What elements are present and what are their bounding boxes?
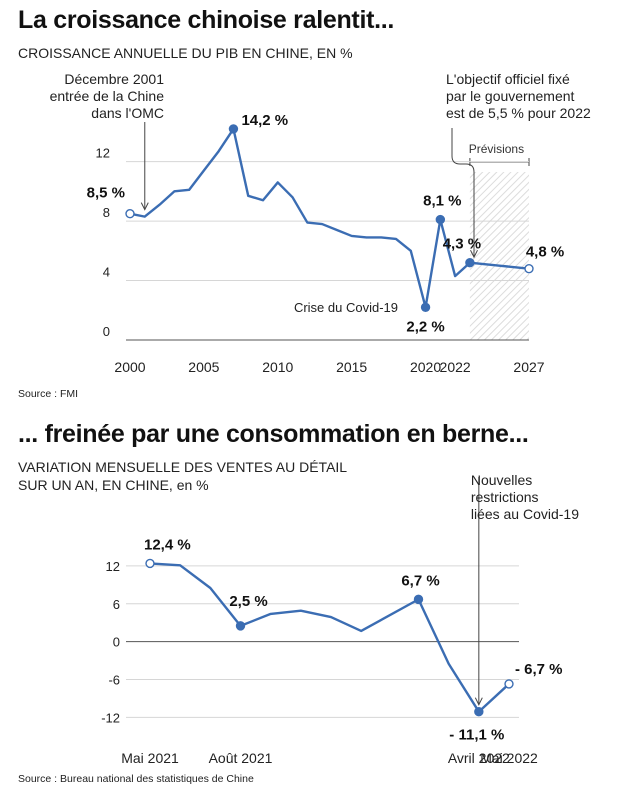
x-tick-label: Août 2021	[209, 750, 273, 766]
data-label: 14,2 %	[241, 112, 288, 129]
annotation-covid-text: restrictions	[471, 489, 539, 505]
y-tick-label: 12	[96, 146, 110, 161]
annotation-covid-text: liées au Covid-19	[471, 506, 579, 522]
annotation-target-leader	[451, 128, 475, 257]
retail-series-line	[149, 562, 510, 713]
chart2-subtitle-line1: VARIATION MENSUELLE DES VENTES AU DÉTAIL	[18, 459, 348, 475]
annotation-target-text: L'objectif officiel fixé	[446, 71, 570, 87]
data-label: - 11,1 %	[449, 727, 504, 744]
y-tick-label: 6	[113, 597, 120, 612]
chart2-subtitle-line2: SUR UN AN, EN CHINE, en %	[18, 477, 209, 493]
x-tick-label: 2005	[188, 359, 219, 375]
y-tick-label: 8	[103, 205, 110, 220]
chart2-title: ... freinée par une consommation en bern…	[18, 420, 529, 448]
chart2-source: Source : Bureau national des statistique…	[18, 773, 254, 785]
annotation-covid-text: Nouvelles	[471, 472, 532, 488]
annotation-covid-text: Crise du Covid-19	[294, 300, 398, 315]
y-tick-label: 0	[103, 324, 110, 339]
y-tick-label: -6	[108, 673, 120, 688]
data-point	[420, 302, 431, 312]
annotation-wto-text: dans l'OMC	[91, 105, 164, 121]
x-tick-label: Avril 2022	[448, 750, 510, 766]
data-point	[465, 258, 475, 268]
y-tick-label: -12	[101, 710, 120, 725]
data-point	[235, 621, 246, 631]
data-point	[145, 558, 155, 569]
chart1-title: La croissance chinoise ralentit...	[18, 6, 395, 34]
x-tick-label: 2015	[336, 359, 367, 375]
data-point	[474, 706, 484, 717]
data-label: 12,4 %	[144, 536, 191, 553]
chart1-subtitle: CROISSANCE ANNUELLE DU PIB EN CHINE, EN …	[18, 45, 353, 61]
x-tick-label: Mai 2021	[121, 750, 179, 766]
data-label: - 6,7 %	[515, 661, 563, 678]
x-tick-label: 2022	[440, 359, 471, 375]
forecast-label: Prévisions	[469, 142, 524, 156]
x-tick-label: 2020	[410, 359, 441, 375]
y-tick-label: 12	[106, 559, 120, 574]
data-point	[125, 208, 135, 219]
data-label: 6,7 %	[401, 572, 439, 589]
x-tick-label: 2000	[114, 359, 145, 375]
data-point	[228, 124, 239, 134]
y-tick-label: 0	[113, 635, 120, 650]
annotation-target-text: par le gouvernement	[446, 88, 575, 104]
data-point	[504, 679, 514, 689]
data-label: 8,5 %	[87, 185, 125, 202]
x-tick-label: 2010	[262, 359, 293, 375]
retail-sales-chart: -12 -6 0 6 12 Mai 2021 Août 2021 Avril 2022Mai …	[101, 472, 579, 766]
data-label: 8,1 %	[423, 193, 461, 210]
annotation-wto-arrowhead	[140, 202, 149, 211]
data-point	[413, 594, 424, 605]
data-label: 4,3 %	[443, 236, 481, 253]
x-tick-label: 2027	[513, 359, 544, 375]
y-tick-label: 4	[103, 265, 110, 280]
chart1-source: Source : FMI	[18, 388, 79, 400]
annotation-wto-text: Décembre 2001	[64, 71, 164, 87]
forecast-area	[469, 172, 529, 340]
annotation-target-arrowhead	[470, 249, 478, 259]
data-label: 4,8 %	[526, 244, 564, 261]
annotation-wto-text: entrée de la Chine	[50, 88, 165, 104]
annotation-target-text: est de 5,5 % pour 2022	[446, 105, 591, 121]
data-label: 2,2 %	[406, 318, 444, 335]
data-point	[435, 214, 446, 225]
gdp-series-line	[129, 127, 530, 309]
data-label: 2,5 %	[229, 593, 267, 610]
data-point	[524, 263, 534, 274]
annotation-covid-arrowhead	[474, 697, 483, 706]
x-tick-label: Mai 2022	[480, 750, 538, 766]
